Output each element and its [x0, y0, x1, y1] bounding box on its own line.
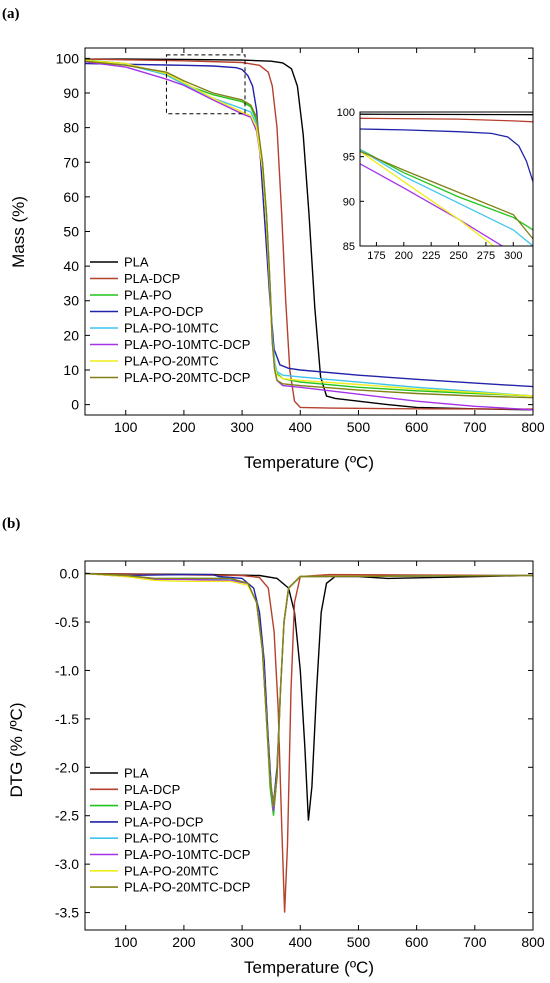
y-tick-label-0-6: 60	[63, 189, 79, 205]
y-tick-label-1-5: -2.5	[55, 808, 79, 824]
series-line-0-3	[85, 62, 533, 388]
legend-entry-1-4: PLA-PO-10MTC	[124, 831, 219, 846]
y-tick-label-1-0: 0.0	[60, 566, 80, 582]
y-tick-label-1-2: -1.0	[55, 662, 79, 678]
x-tick-label-1-1: 200	[172, 934, 196, 950]
x-tick-label-1-4: 500	[347, 934, 371, 950]
legend-entry-0-0: PLA	[124, 255, 149, 270]
series-line-1-6	[85, 572, 533, 807]
inset-series-line-5	[360, 163, 503, 246]
inset-series-line-2	[360, 148, 533, 231]
x-tick-label-1-7: 800	[521, 934, 545, 950]
series-line-0-7	[85, 60, 533, 399]
x-tick-label-1-3: 400	[289, 934, 313, 950]
inset-y-tick-label-1: 90	[343, 196, 355, 208]
series-line-0-1	[85, 58, 533, 410]
inset-series-line-1	[360, 117, 533, 123]
inset-series-line-4	[360, 148, 533, 246]
chart-b-ylabel: DTG (% /ºC)	[7, 703, 26, 798]
inset-y-tick-label-0: 85	[343, 241, 355, 253]
inset-x-tick-label-5: 300	[504, 250, 522, 262]
y-tick-label-0-7: 70	[63, 154, 79, 170]
legend-entry-0-5: PLA-PO-10MTC-DCP	[124, 337, 250, 352]
legend-entry-1-0: PLA	[124, 766, 149, 781]
series-line-1-3	[85, 572, 533, 805]
inset-x-tick-label-1: 200	[395, 250, 413, 262]
legend-entry-0-7: PLA-PO-20MTC-DCP	[124, 370, 250, 385]
legend-entry-0-2: PLA-PO	[124, 288, 172, 303]
y-tick-label-1-7: -3.5	[55, 905, 79, 921]
x-tick-label-0-7: 800	[521, 419, 545, 435]
x-tick-label-0-4: 500	[347, 419, 371, 435]
inset-frame	[359, 111, 534, 247]
panel-label-a: (a)	[2, 6, 20, 22]
legend-entry-1-1: PLA-DCP	[124, 782, 180, 797]
panel-label-b: (b)	[2, 516, 20, 532]
inset-y-tick-label-2: 95	[343, 152, 355, 164]
series-line-1-7	[85, 572, 533, 807]
y-tick-label-0-0: 0	[71, 397, 79, 413]
y-tick-label-1-6: -3.0	[55, 856, 79, 872]
series-line-1-5	[85, 572, 533, 811]
series-line-1-2	[85, 572, 533, 816]
series-line-1-1	[85, 572, 533, 913]
inset-series-line-6	[360, 150, 494, 246]
y-tick-label-1-3: -1.5	[55, 711, 79, 727]
inset-x-tick-label-2: 225	[422, 250, 440, 262]
series-line-1-4	[85, 572, 533, 809]
inset-x-tick-label-3: 250	[449, 250, 467, 262]
x-tick-label-0-5: 600	[405, 419, 429, 435]
legend-entry-1-6: PLA-PO-20MTC	[124, 863, 219, 878]
inset-plot: 175 200 225 250 275 300 85 90 95 100	[337, 107, 534, 262]
inset-series-line-3	[360, 128, 533, 182]
y-tick-label-1-1: -0.5	[55, 614, 79, 630]
legend-entry-1-3: PLA-PO-DCP	[124, 814, 203, 829]
x-tick-label-1-2: 300	[230, 934, 254, 950]
x-tick-label-0-0: 100	[114, 419, 138, 435]
x-tick-label-1-6: 700	[463, 934, 487, 950]
chart-a-plot: 100 200 300 400 500 600 700 800 0 10 20 30 40 50 60 70 8…	[56, 47, 545, 435]
y-tick-label-0-1: 10	[63, 362, 79, 378]
chart-a-xlabel: Temperature (ºC)	[244, 453, 374, 472]
inset-y-tick-label-3: 100	[337, 107, 355, 119]
chart-b-xlabel: Temperature (ºC)	[244, 958, 374, 977]
inset-x-tick-label-0: 175	[367, 250, 385, 262]
x-tick-label-0-1: 200	[172, 419, 196, 435]
x-tick-label-1-5: 600	[405, 934, 429, 950]
legend-entry-0-3: PLA-PO-DCP	[124, 304, 203, 319]
inset-background	[360, 112, 533, 246]
legend-entry-1-7: PLA-PO-20MTC-DCP	[124, 880, 250, 895]
chart-b-plot: 100 200 300 400 500 600 700 800 0.0 -0.5 -1.0 -1.5 -…	[55, 560, 545, 950]
y-tick-label-1-4: -2.0	[55, 759, 79, 775]
y-tick-label-0-3: 30	[63, 293, 79, 309]
x-tick-label-0-6: 700	[463, 419, 487, 435]
series-line-0-0	[85, 58, 533, 411]
x-tick-label-0-2: 300	[230, 419, 254, 435]
y-tick-label-0-4: 40	[63, 258, 79, 274]
legend-entry-1-5: PLA-PO-10MTC-DCP	[124, 847, 250, 862]
plot-frame-1	[84, 560, 534, 931]
y-tick-label-0-5: 50	[63, 224, 79, 240]
chart-a-ylabel: Mass (%)	[9, 196, 28, 268]
inset-series-line-0	[360, 113, 533, 116]
legend-entry-0-6: PLA-PO-20MTC	[124, 354, 219, 369]
y-tick-label-0-8: 80	[63, 120, 79, 136]
legend-entry-1-2: PLA-PO	[124, 798, 172, 813]
legend-entry-0-1: PLA-DCP	[124, 271, 180, 286]
inset-series-line-7	[360, 150, 533, 240]
legend-entry-0-4: PLA-PO-10MTC	[124, 321, 219, 336]
y-tick-label-0-2: 20	[63, 327, 79, 343]
y-tick-label-0-10: 100	[56, 50, 80, 66]
inset-x-tick-label-4: 275	[477, 250, 495, 262]
x-tick-label-0-3: 400	[289, 419, 313, 435]
x-tick-label-1-0: 100	[114, 934, 138, 950]
zoom-region-box	[165, 54, 246, 115]
y-tick-label-0-9: 90	[63, 85, 79, 101]
